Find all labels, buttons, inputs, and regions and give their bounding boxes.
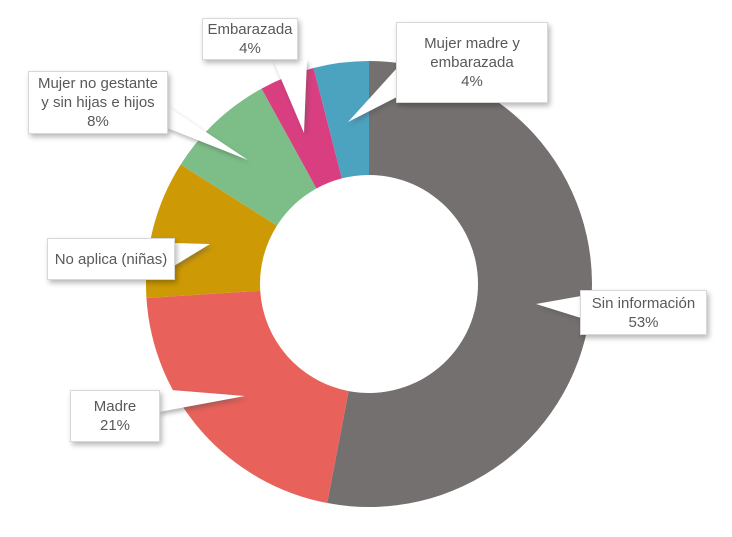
callout-pointer-no-aplica-ninas [174,243,210,266]
data-label-madre: Madre 21% [70,390,160,442]
callout-pointer-mujer-no-gestante [167,106,248,160]
donut-slices [145,61,592,507]
label-value: 4% [239,40,261,57]
label-value: 53% [628,313,659,331]
label-text: Embarazada [207,21,293,38]
callout-pointer-mujer-madre-embarazada [348,68,397,122]
data-label-mujer-no-gestante: Mujer no gestante y sin hijas e hijos 8% [28,71,168,134]
label-value: 8% [87,113,109,130]
slice-sin-informacion [327,61,592,507]
label-text: Mujer no gestante [37,75,159,92]
label-text2: y sin hijas e hijos [41,94,155,111]
slice-no-aplica-ninas [145,164,277,298]
label-text: Mujer madre y [424,35,520,52]
callout-pointer-embarazada [273,60,307,133]
slice-madre [146,290,349,504]
data-label-sin-informacion: Sin información 53% [580,290,707,335]
label-value: 4% [461,73,483,90]
label-text2: embarazada [430,54,514,71]
callout-pointers [159,60,581,412]
data-label-embarazada: Embarazada 4% [202,18,298,60]
data-label-no-aplica-ninas: No aplica (niñas) [47,238,175,280]
label-text: Madre [93,398,137,415]
data-label-mujer-madre-embarazada: Mujer madre y embarazada 4% [396,22,548,103]
slice-embarazada [261,68,342,189]
callout-pointer-sin-informacion [536,296,581,318]
slice-mujer-madre-embarazada [313,61,369,179]
label-text: No aplica (niñas) [54,250,168,268]
slice-mujer-no-gestante [180,88,317,226]
label-value: 21% [99,417,131,434]
callout-pointer-madre [159,389,245,412]
label-text: Sin información [591,294,696,312]
